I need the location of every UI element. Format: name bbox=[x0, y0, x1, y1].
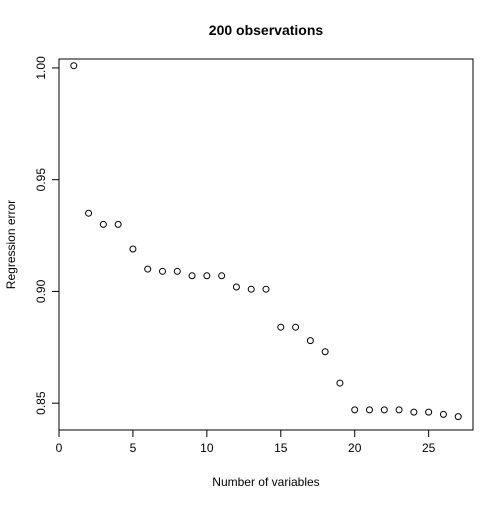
y-axis-label: Regression error bbox=[4, 200, 18, 289]
data-point bbox=[306, 337, 314, 345]
data-point bbox=[144, 265, 152, 273]
data-point bbox=[218, 272, 226, 280]
data-point bbox=[292, 323, 300, 331]
x-tick-label: 5 bbox=[130, 441, 137, 455]
data-point bbox=[114, 220, 122, 228]
y-axis: 0.85 0.90 0.95 1.00 bbox=[34, 56, 59, 415]
data-point bbox=[232, 283, 240, 291]
data-point bbox=[70, 62, 78, 70]
data-point bbox=[321, 348, 329, 356]
y-tick-label: 1.00 bbox=[34, 56, 48, 80]
data-point bbox=[159, 267, 166, 275]
data-point bbox=[439, 410, 447, 418]
data-point bbox=[454, 413, 462, 421]
x-tick-label: 25 bbox=[422, 441, 436, 455]
y-tick-label: 0.85 bbox=[34, 391, 48, 415]
data-point bbox=[410, 408, 418, 416]
data-point bbox=[173, 267, 181, 275]
plot-frame bbox=[58, 58, 474, 431]
x-axis: 0 5 10 15 20 25 bbox=[56, 430, 436, 455]
data-point bbox=[247, 285, 255, 293]
data-point bbox=[351, 406, 359, 414]
data-point bbox=[380, 406, 388, 414]
x-tick-label: 15 bbox=[274, 441, 288, 455]
y-tick-label: 0.95 bbox=[34, 168, 48, 192]
data-point bbox=[99, 220, 107, 228]
data-point bbox=[188, 272, 196, 280]
data-point bbox=[366, 406, 373, 414]
data-point bbox=[425, 408, 433, 416]
data-point bbox=[262, 285, 270, 293]
x-axis-label: Number of variables bbox=[212, 475, 319, 489]
data-point bbox=[203, 272, 211, 280]
data-point bbox=[395, 406, 403, 414]
data-point bbox=[85, 209, 93, 217]
x-tick-label: 0 bbox=[56, 441, 63, 455]
data-point bbox=[277, 323, 285, 331]
chart-title: 200 observations bbox=[209, 22, 324, 38]
data-point bbox=[129, 245, 137, 253]
y-tick-label: 0.90 bbox=[34, 279, 48, 303]
data-points bbox=[70, 62, 462, 421]
data-point bbox=[336, 379, 344, 387]
x-tick-label: 20 bbox=[348, 441, 362, 455]
x-tick-label: 10 bbox=[200, 441, 214, 455]
